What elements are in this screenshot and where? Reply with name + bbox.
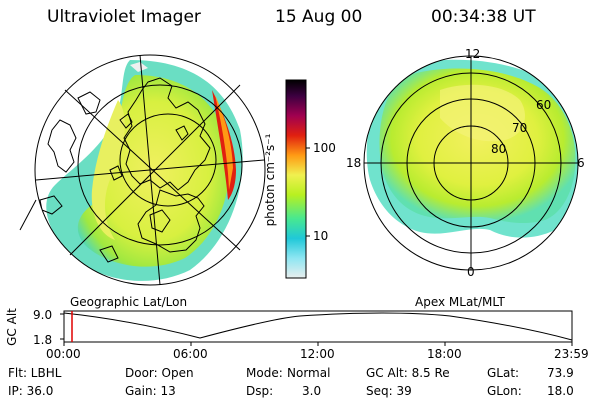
mlt-6-label: 6 — [577, 156, 585, 170]
filter-status: Flt: LBHL — [8, 366, 62, 380]
date-label: 15 Aug 00 — [275, 7, 363, 27]
time-tick-2359: 23:59 — [554, 347, 589, 361]
dsp-value: 3.0 — [302, 384, 322, 398]
glat-value: 73.9 — [547, 366, 574, 380]
instrument-title: Ultraviolet Imager — [47, 7, 201, 27]
geographic-grid — [19, 54, 266, 286]
time-tick-0000: 00:00 — [46, 347, 81, 361]
mode-value: Normal — [287, 366, 331, 380]
magnetic-grid — [363, 55, 579, 271]
gc-alt-status: GC Alt: 8.5 Re — [366, 366, 450, 380]
mode-label: Mode: — [246, 366, 283, 380]
lat-70-label: 70 — [512, 121, 528, 135]
colorbar-tick-10: 10 — [313, 229, 329, 243]
time-tick-0600: 06:00 — [173, 347, 208, 361]
magnetic-map — [366, 59, 578, 238]
time-tick-1200: 12:00 — [300, 347, 335, 361]
glon-label: GLon: — [487, 384, 522, 398]
glat-label: GLat: — [487, 366, 520, 380]
colorbar — [285, 79, 307, 279]
door-status: Door: Open — [125, 366, 194, 380]
lat-80-label: 80 — [491, 142, 507, 156]
dsp-label: Dsp: — [246, 384, 274, 398]
gc-alt-axis-label: GC Alt — [5, 308, 19, 346]
mlt-18-label: 18 — [346, 156, 362, 170]
alt-tick-1.8: 1.8 — [33, 333, 53, 347]
time-tick-1800: 18:00 — [427, 347, 462, 361]
seq-status: Seq: 39 — [366, 384, 412, 398]
alt-tick-9: 9.0 — [33, 308, 53, 322]
mlt-12-label: 12 — [465, 47, 481, 61]
time-label: 00:34:38 UT — [431, 7, 536, 27]
colorbar-tick-100: 100 — [313, 141, 336, 155]
altitude-plot — [60, 310, 573, 346]
gain-status: Gain: 13 — [125, 384, 176, 398]
geographic-caption: Geographic Lat/Lon — [70, 295, 188, 309]
mlt-0-label: 0 — [467, 265, 475, 279]
lat-60-label: 60 — [536, 98, 552, 112]
ip-status: IP: 36.0 — [8, 384, 54, 398]
magnetic-caption: Apex MLat/MLT — [415, 295, 505, 309]
colorbar-unit-label: photon cm⁻²s⁻¹ — [263, 133, 277, 227]
glon-value: 18.0 — [547, 384, 574, 398]
